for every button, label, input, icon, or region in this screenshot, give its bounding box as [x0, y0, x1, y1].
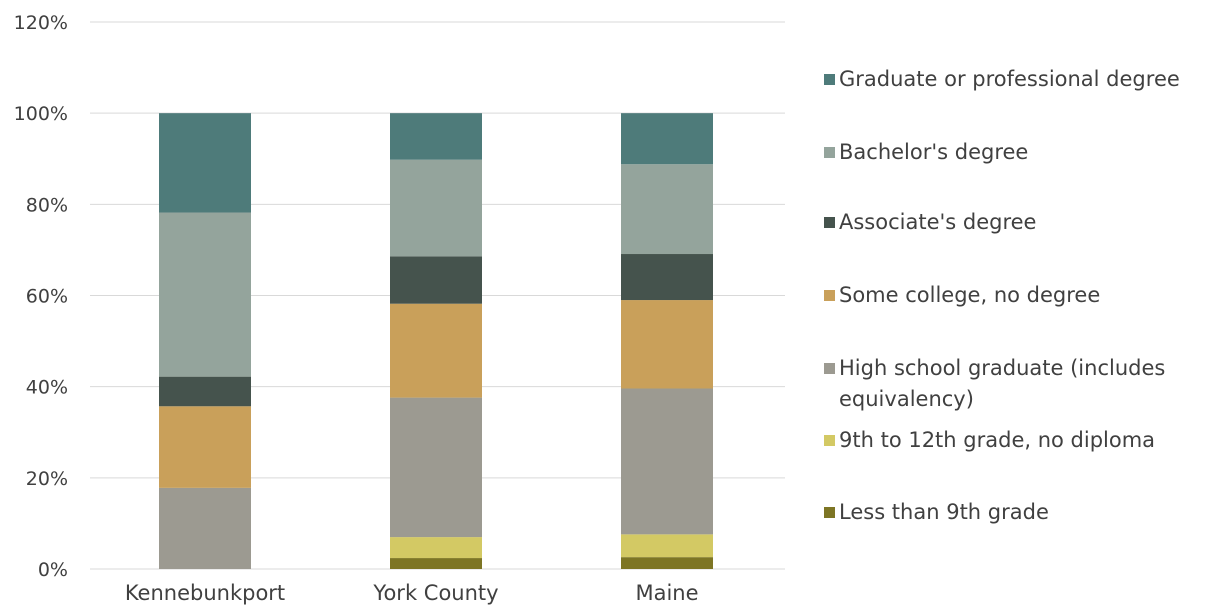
x-category-label: Kennebunkport	[125, 581, 285, 605]
bar-segment	[621, 557, 713, 569]
bar-segment	[621, 113, 713, 165]
bar-segment	[390, 397, 482, 538]
stacked-bar-chart: 0% 20% 40% 60% 80% 100% 120% Kennebunkport York…	[14, 12, 785, 605]
y-tick-label: 20%	[26, 468, 68, 490]
y-tick-label: 80%	[26, 194, 68, 216]
legend-swatch	[824, 290, 835, 301]
bar-segment	[390, 537, 482, 559]
legend-item: Associate's degree	[824, 207, 1214, 238]
legend-swatch	[824, 507, 835, 518]
legend-item: Graduate or professional degree	[824, 64, 1214, 95]
y-tick-label: 100%	[14, 103, 68, 125]
legend-swatch	[824, 217, 835, 228]
legend-label: High school graduate (includes equivalen…	[839, 356, 1166, 411]
legend-label: Some college, no degree	[839, 283, 1101, 307]
bar-segment	[390, 303, 482, 398]
bar-segment	[621, 254, 713, 301]
y-tick-label: 40%	[26, 377, 68, 399]
y-tick-label: 60%	[26, 286, 68, 308]
bar-segment	[621, 388, 713, 535]
y-tick-label: 120%	[14, 12, 68, 34]
legend-item: Less than 9th grade	[824, 497, 1214, 528]
bar-segment	[621, 534, 713, 558]
x-category-label: Maine	[635, 581, 698, 605]
bars	[159, 113, 713, 569]
legend-label: Bachelor's degree	[839, 140, 1029, 164]
bar-segment	[390, 113, 482, 160]
legend-label: Graduate or professional degree	[839, 67, 1180, 91]
legend-item: 9th to 12th grade, no diploma	[824, 425, 1214, 456]
legend-label: Associate's degree	[839, 210, 1037, 234]
legend-swatch	[824, 74, 835, 85]
bar-segment	[390, 256, 482, 304]
y-tick-label: 0%	[38, 559, 68, 581]
legend-swatch	[824, 435, 835, 446]
x-category-label: York County	[372, 581, 498, 605]
legend-item: Some college, no degree	[824, 280, 1214, 311]
x-axis-labels: Kennebunkport York County Maine	[125, 581, 699, 605]
bar-segment	[159, 487, 251, 569]
bar-segment	[159, 406, 251, 488]
bar-segment	[159, 113, 251, 213]
bar-segment	[621, 300, 713, 389]
bar-segment	[390, 558, 482, 569]
legend-swatch	[824, 147, 835, 158]
y-axis-ticks: 0% 20% 40% 60% 80% 100% 120%	[14, 12, 68, 581]
bar-segment	[390, 159, 482, 257]
legend-item: Bachelor's degree	[824, 137, 1214, 168]
bar-segment	[159, 376, 251, 407]
legend-label: 9th to 12th grade, no diploma	[839, 428, 1156, 452]
bar-segment	[621, 164, 713, 255]
legend-item: High school graduate (includes equivalen…	[824, 353, 1214, 415]
bar-segment	[159, 212, 251, 377]
legend-label: Less than 9th grade	[839, 500, 1049, 524]
legend-swatch	[824, 363, 835, 374]
